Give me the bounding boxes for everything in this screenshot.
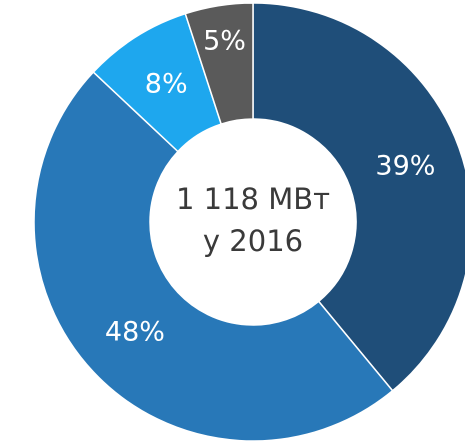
value-label: 48% (105, 316, 165, 347)
donut-slice (252, 2, 465, 392)
value-label: 5% (203, 26, 246, 57)
donut-slice (33, 71, 394, 441)
center-text: у 2016 (203, 224, 303, 258)
value-label: 8% (145, 69, 188, 100)
value-label: 39% (375, 151, 435, 182)
center-text: 1 118 МВт (176, 182, 330, 216)
donut-slice (184, 2, 254, 125)
